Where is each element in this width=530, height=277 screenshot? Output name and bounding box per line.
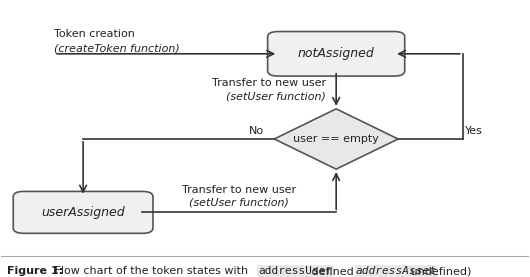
Text: user == empty: user == empty	[293, 134, 379, 144]
Text: Transfer to new user: Transfer to new user	[211, 78, 325, 88]
Text: Yes: Yes	[465, 126, 483, 136]
Text: addressUser: addressUser	[258, 266, 332, 276]
Text: (setUser function): (setUser function)	[226, 91, 325, 101]
Text: userAssigned: userAssigned	[41, 206, 125, 219]
Text: notAssigned: notAssigned	[298, 47, 375, 60]
Text: No: No	[249, 126, 264, 136]
Text: Token creation: Token creation	[54, 29, 135, 39]
Text: undefined): undefined)	[408, 266, 472, 276]
Text: Flow chart of the token states with: Flow chart of the token states with	[51, 266, 252, 276]
Polygon shape	[274, 109, 398, 169]
Text: Transfer to new user: Transfer to new user	[182, 184, 296, 194]
Text: (setUser function): (setUser function)	[189, 197, 289, 207]
Text: defined (and: defined (and	[308, 266, 386, 276]
FancyBboxPatch shape	[13, 191, 153, 233]
FancyBboxPatch shape	[268, 32, 405, 76]
Text: (createToken function): (createToken function)	[54, 43, 180, 53]
Text: Figure 1:: Figure 1:	[7, 266, 63, 276]
Text: addressAsset: addressAsset	[356, 266, 437, 276]
